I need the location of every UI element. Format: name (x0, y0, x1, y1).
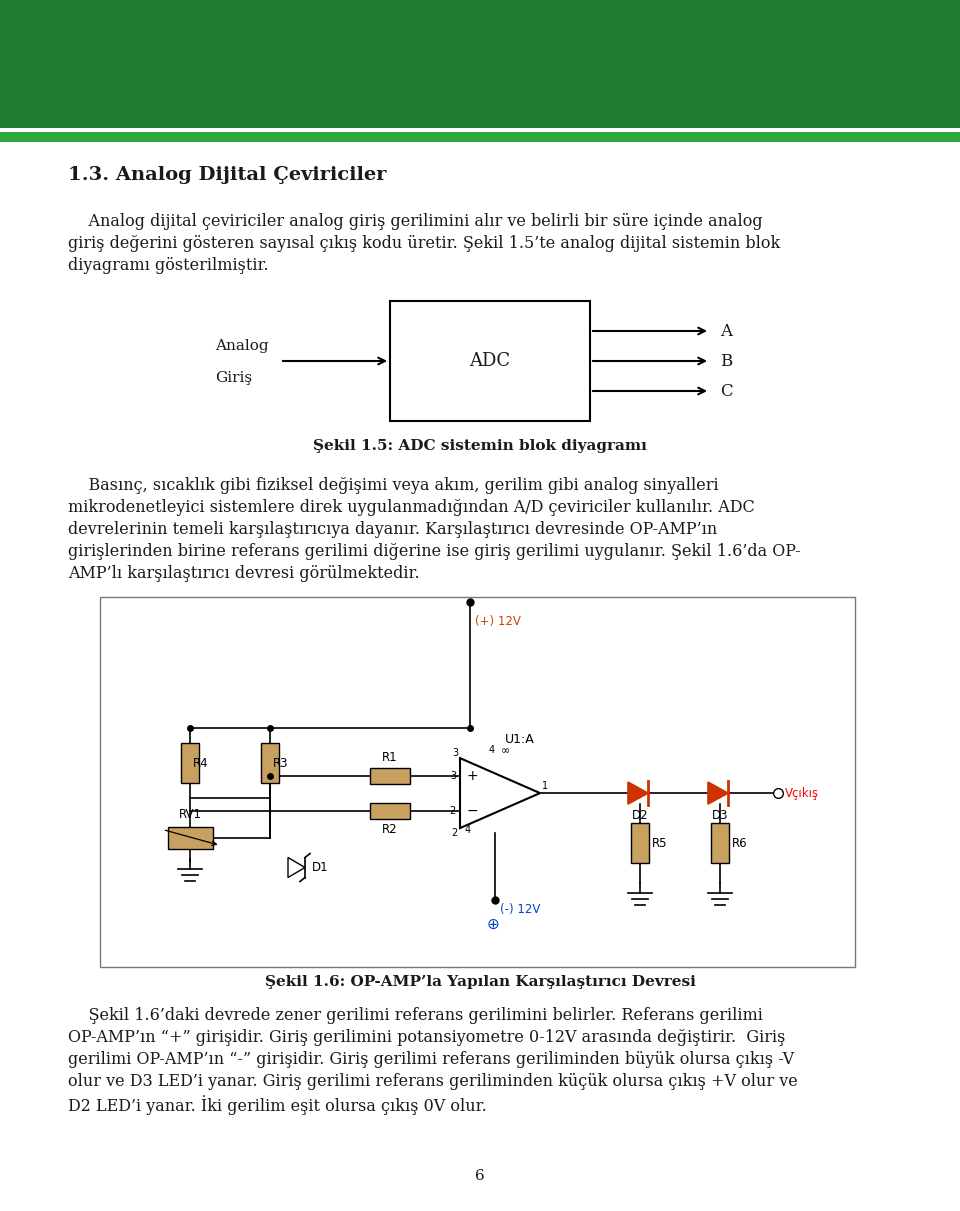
Text: girişlerinden birine referans gerilimi diğerine ise giriş gerilimi uygulanır. Şe: girişlerinden birine referans gerilimi d… (68, 543, 801, 559)
Text: ∞: ∞ (500, 746, 510, 756)
Text: Şekil 1.6: OP-AMP’la Yapılan Karşılaştırıcı Devresi: Şekil 1.6: OP-AMP’la Yapılan Karşılaştır… (265, 975, 695, 989)
Text: R1: R1 (382, 751, 397, 764)
Text: R4: R4 (193, 757, 208, 770)
Text: Basınç, sıcaklık gibi fiziksel değişimi veya akım, gerilim gibi analog sinyaller: Basınç, sıcaklık gibi fiziksel değişimi … (68, 477, 719, 494)
Text: D2: D2 (632, 809, 648, 822)
Text: 3: 3 (452, 748, 458, 758)
Text: 1: 1 (542, 781, 548, 791)
Text: A: A (720, 322, 732, 339)
Text: 4: 4 (465, 825, 471, 836)
Bar (167, 826, 212, 849)
Text: +: + (467, 769, 478, 782)
Bar (0, 0, 960, 128)
Text: RV1: RV1 (179, 809, 202, 821)
Text: 2: 2 (449, 805, 456, 815)
Bar (181, 744, 199, 784)
Text: Şekil 1.6’daki devrede zener gerilimi referans gerilimini belirler. Referans ger: Şekil 1.6’daki devrede zener gerilimi re… (68, 1008, 763, 1025)
Text: ADC: ADC (469, 352, 511, 371)
Text: gerilimi OP-AMP’ın “-” girişidir. Giriş gerilimi referans geriliminden büyük olu: gerilimi OP-AMP’ın “-” girişidir. Giriş … (68, 1051, 794, 1068)
Text: 6: 6 (475, 1169, 485, 1183)
Text: D1: D1 (312, 861, 328, 874)
Bar (631, 823, 649, 863)
Text: AMP’lı karşılaştırıcı devresi görülmektedir.: AMP’lı karşılaştırıcı devresi görülmekte… (68, 566, 420, 582)
Text: U1:A: U1:A (505, 733, 535, 746)
Polygon shape (460, 758, 540, 828)
Text: Vçıkış: Vçıkış (785, 787, 819, 799)
Text: (+) 12V: (+) 12V (475, 615, 521, 629)
Text: Analog dijital çeviriciler analog giriş gerilimini alır ve belirli bir süre için: Analog dijital çeviriciler analog giriş … (68, 213, 762, 230)
Text: B: B (720, 352, 732, 369)
Text: −: − (467, 804, 478, 817)
Text: giriş değerini gösteren sayısal çıkış kodu üretir. Şekil 1.5’te analog dijital s: giriş değerini gösteren sayısal çıkış ko… (68, 235, 780, 252)
Polygon shape (288, 857, 305, 878)
Text: diyagramı gösterilmiştir.: diyagramı gösterilmiştir. (68, 257, 269, 274)
Text: R3: R3 (273, 757, 289, 770)
Text: OP-AMP’ın “+” girişidir. Giriş gerilimini potansiyometre 0-12V arasında değiştir: OP-AMP’ın “+” girişidir. Giriş gerilimin… (68, 1029, 785, 1046)
Bar (0, 132, 960, 142)
Text: Giriş: Giriş (215, 371, 252, 385)
Text: 4: 4 (489, 745, 495, 756)
Bar (100, 597, 855, 968)
Polygon shape (708, 782, 728, 804)
Text: (-) 12V: (-) 12V (500, 903, 540, 917)
Text: D2 LED’i yanar. İki gerilim eşit olursa çıkış 0V olur.: D2 LED’i yanar. İki gerilim eşit olursa … (68, 1095, 487, 1115)
Bar (261, 744, 279, 784)
Text: ⊕: ⊕ (487, 917, 499, 931)
Bar (370, 768, 410, 784)
Text: 1.3. Analog Dijital Çeviriciler: 1.3. Analog Dijital Çeviriciler (68, 166, 387, 184)
Polygon shape (628, 782, 648, 804)
Bar (370, 803, 410, 819)
Text: R6: R6 (732, 837, 748, 850)
Text: 2: 2 (452, 828, 458, 838)
Text: D3: D3 (711, 809, 729, 822)
Text: C: C (720, 383, 732, 400)
Text: 3: 3 (450, 770, 456, 781)
Bar (390, 302, 590, 421)
Text: R5: R5 (652, 837, 667, 850)
Text: Şekil 1.5: ADC sistemin blok diyagramı: Şekil 1.5: ADC sistemin blok diyagramı (313, 440, 647, 453)
Bar (711, 823, 729, 863)
Text: Analog: Analog (215, 339, 269, 352)
Text: mikrodenetleyici sistemlere direk uygulanmadığından A/D çeviriciler kullanılır. : mikrodenetleyici sistemlere direk uygula… (68, 499, 755, 516)
Text: R2: R2 (382, 822, 397, 836)
Text: devrelerinin temeli karşılaştırıcıya dayanır. Karşılaştırıcı devresinde OP-AMP’ı: devrelerinin temeli karşılaştırıcıya day… (68, 521, 717, 538)
Bar (0, 128, 960, 132)
Text: olur ve D3 LED’i yanar. Giriş gerilimi referans geriliminden küçük olursa çıkış : olur ve D3 LED’i yanar. Giriş gerilimi r… (68, 1073, 798, 1090)
